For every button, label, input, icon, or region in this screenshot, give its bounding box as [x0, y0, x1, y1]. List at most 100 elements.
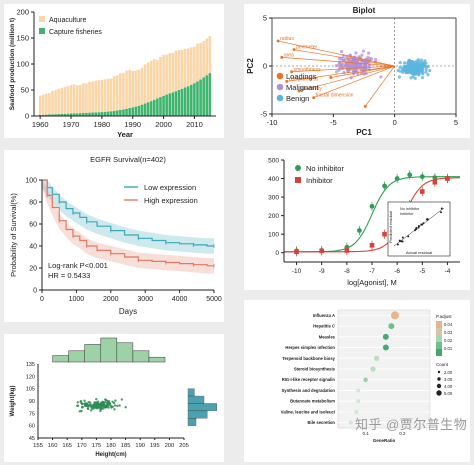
- marginal-hist-y: [187, 395, 205, 404]
- x-tick-label: 1970: [63, 120, 80, 129]
- point-benign: [406, 62, 410, 66]
- point-benign: [398, 69, 402, 73]
- bar-capture: [112, 110, 116, 116]
- enrichment-dot: [370, 366, 376, 372]
- y-tick-label: 500: [268, 158, 279, 165]
- point-malignant: [361, 66, 366, 70]
- category-label: Terpenoid backbone biosy: [282, 356, 335, 361]
- y-tick-label: 20: [29, 266, 37, 273]
- bar-capture: [82, 112, 85, 116]
- bar-aquaculture: [128, 69, 131, 109]
- inset-x-title: Actual residual: [406, 250, 432, 255]
- bar-aquaculture: [186, 48, 190, 87]
- point: [79, 399, 83, 403]
- point: [96, 400, 100, 403]
- x-tick-label: 175: [92, 443, 102, 449]
- category-label: Measles: [319, 334, 336, 339]
- y-axis-title: Weight(kg): [10, 386, 16, 417]
- stat-annotation: Log-rank P<0.001: [48, 261, 108, 270]
- x-tick-label: -5: [330, 118, 337, 127]
- bar-aquaculture: [38, 95, 42, 115]
- x-tick-label: 3000: [137, 296, 153, 303]
- bar-aquaculture: [196, 43, 199, 82]
- bar-capture: [199, 79, 202, 116]
- x-tick-label: 160: [48, 443, 58, 449]
- point: [101, 404, 104, 408]
- bar-capture: [159, 97, 162, 116]
- point-malignant: [345, 66, 349, 70]
- loading-arrow: [313, 65, 395, 99]
- x-tick-label: 1000: [69, 296, 85, 303]
- x-axis-title: GeneRatio: [373, 438, 396, 443]
- point-benign: [407, 58, 411, 62]
- bar-capture: [171, 92, 175, 116]
- bar-aquaculture: [45, 93, 48, 115]
- chart-title: EGFR Survival(n=402): [90, 155, 166, 164]
- bar-aquaculture: [193, 46, 196, 84]
- point: [106, 404, 109, 407]
- bar-aquaculture: [171, 52, 175, 93]
- bar-aquaculture: [88, 81, 91, 113]
- point-inhibitor: [344, 248, 350, 253]
- y-tick-label: 0: [263, 62, 267, 71]
- y-tick-label: 400: [268, 176, 279, 183]
- point-malignant: [360, 53, 364, 57]
- bar-capture: [75, 113, 79, 116]
- y-tick-label: 0: [33, 288, 37, 295]
- point-malignant: [342, 58, 346, 62]
- point: [98, 405, 101, 409]
- bar-capture: [156, 98, 159, 116]
- bar-capture: [152, 99, 156, 116]
- stat-annotation: HR = 0.5433: [48, 271, 90, 280]
- category-label: Butanoate metabolism: [290, 399, 335, 404]
- point-benign: [413, 76, 417, 80]
- x-axis-title: Year: [117, 130, 133, 138]
- loading-tip: [297, 89, 301, 93]
- loading-tip: [329, 76, 333, 80]
- enrichment-dot: [363, 377, 368, 383]
- bar-capture: [186, 86, 190, 116]
- bar-aquaculture: [103, 79, 107, 112]
- bar-aquaculture: [63, 86, 67, 114]
- inset-legend-label: Inhibitor: [400, 212, 414, 216]
- point: [103, 405, 106, 408]
- inset-legend-label: No inhibitor: [400, 207, 420, 211]
- x-tick-label: 180: [106, 443, 116, 449]
- bar-aquaculture: [202, 40, 205, 78]
- inset-point: [440, 207, 443, 210]
- loading-label: concavity: [301, 86, 322, 92]
- point-benign: [428, 68, 432, 73]
- legend-swatch: [295, 165, 301, 171]
- point-malignant: [335, 70, 339, 74]
- x-tick-label: -10: [292, 268, 302, 275]
- loading-tip: [363, 104, 367, 108]
- bar-aquaculture: [165, 54, 168, 95]
- category-label: Synthesis and degradation: [281, 388, 335, 393]
- loading-tip: [312, 96, 316, 100]
- marginal-hist-x: [132, 350, 150, 363]
- enrichment-dot: [374, 355, 380, 361]
- legend-swatch: [276, 72, 284, 80]
- bar-capture: [177, 89, 181, 116]
- x-tick-label: 205: [179, 443, 189, 449]
- category-label: Steroid biosynthesis: [294, 367, 336, 372]
- bar-aquaculture: [75, 85, 79, 114]
- bar-aquaculture: [97, 80, 101, 113]
- y-tick-label: 300: [268, 195, 279, 202]
- bar-aquaculture: [183, 48, 187, 88]
- loading-tip: [290, 70, 294, 74]
- point-malignant: [350, 65, 355, 69]
- point-malignant: [356, 72, 360, 76]
- point-malignant: [346, 69, 350, 73]
- bar-capture: [103, 111, 107, 116]
- point-malignant: [354, 51, 358, 55]
- point: [88, 401, 92, 404]
- point-benign: [424, 70, 428, 74]
- point-benign: [419, 60, 423, 65]
- bar-capture: [137, 105, 141, 116]
- point: [105, 401, 109, 405]
- legend-label: Low expression: [144, 183, 196, 192]
- point: [118, 404, 121, 407]
- bar-aquaculture: [94, 80, 98, 113]
- enrichment-dot: [382, 344, 389, 351]
